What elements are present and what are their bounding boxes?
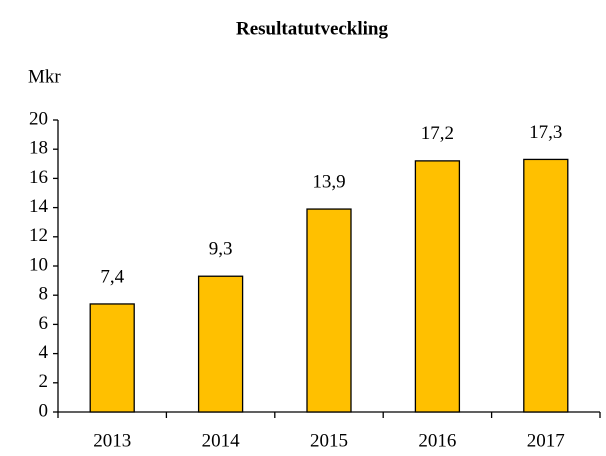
y-tick-label: 8 <box>39 284 49 305</box>
value-label: 9,3 <box>209 239 233 260</box>
y-axis-label: Mkr <box>28 66 61 87</box>
x-tick-label: 2016 <box>418 430 456 451</box>
x-tick-label: 2014 <box>202 430 241 451</box>
value-label: 17,2 <box>421 123 454 144</box>
y-tick-label: 14 <box>29 196 49 217</box>
bar <box>523 158 569 413</box>
value-label: 7,4 <box>100 266 124 287</box>
bar <box>197 275 244 413</box>
value-label: 17,3 <box>529 122 562 143</box>
x-tick-label: 2015 <box>310 430 348 451</box>
x-tick-label: 2013 <box>93 430 131 451</box>
y-tick-label: 2 <box>39 371 49 392</box>
y-tick-label: 16 <box>29 167 48 188</box>
y-tick-label: 4 <box>39 342 49 363</box>
y-tick-label: 0 <box>39 400 49 421</box>
y-tick-label: 6 <box>39 313 49 334</box>
bar <box>89 303 135 413</box>
bar <box>306 208 352 413</box>
chart-title: Resultatutveckling <box>236 18 389 39</box>
y-tick-label: 20 <box>29 108 48 129</box>
bar <box>414 160 461 413</box>
y-tick-label: 18 <box>29 138 48 159</box>
y-tick-label: 12 <box>29 225 48 246</box>
y-tick-label: 10 <box>29 254 48 275</box>
x-tick-label: 2017 <box>527 430 565 451</box>
value-label: 13,9 <box>312 171 345 192</box>
